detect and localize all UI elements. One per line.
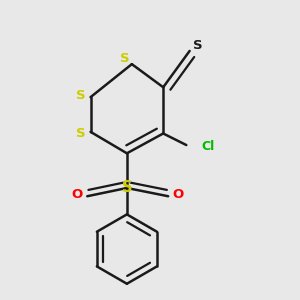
- Text: S: S: [193, 40, 203, 52]
- Text: Cl: Cl: [201, 140, 214, 153]
- Text: O: O: [72, 188, 83, 201]
- Text: S: S: [120, 52, 130, 65]
- Text: S: S: [76, 89, 86, 102]
- Text: O: O: [172, 188, 184, 201]
- Text: S: S: [122, 181, 132, 196]
- Text: S: S: [76, 127, 86, 140]
